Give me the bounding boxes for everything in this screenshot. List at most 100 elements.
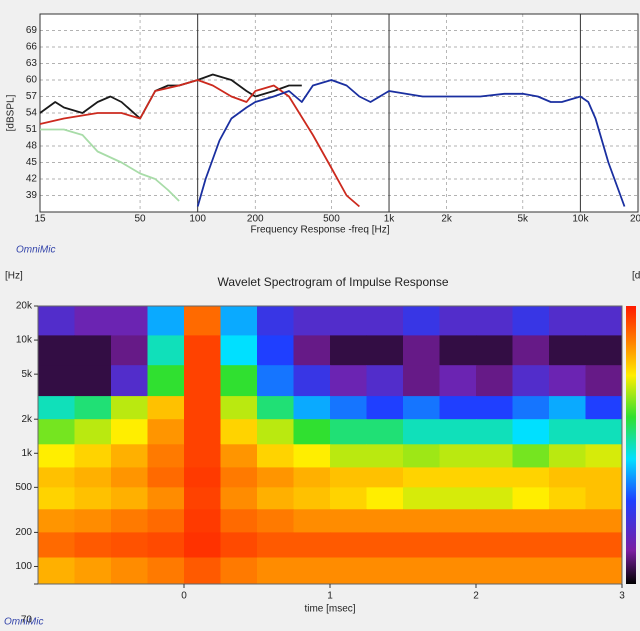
x-axis-label: Frequency Response -freq [Hz] <box>251 225 390 236</box>
heat-cell <box>512 419 550 445</box>
heat-cell <box>257 557 294 585</box>
heat-cell <box>38 467 75 488</box>
x-tick-label: 2k <box>441 214 453 225</box>
heat-cell <box>147 335 185 366</box>
heat-cell <box>585 306 623 336</box>
heat-cell <box>257 444 294 468</box>
x-tick-label: 100 <box>189 214 206 225</box>
heat-cell <box>512 532 550 559</box>
y-tick-label: 60 <box>26 75 38 86</box>
heat-cell <box>74 444 112 468</box>
heat-cell <box>585 487 623 510</box>
heat-cell <box>476 335 513 366</box>
heat-cell <box>366 306 404 336</box>
x-tick-label: 50 <box>134 214 146 225</box>
heat-cell <box>512 335 550 366</box>
heat-cell <box>184 487 221 510</box>
heat-cell <box>38 335 75 366</box>
heat-cell <box>403 419 440 445</box>
heat-cell <box>220 557 258 585</box>
heat-cell <box>549 444 586 468</box>
heat-cell <box>220 396 258 420</box>
heat-cell <box>74 557 112 585</box>
heat-cell <box>293 532 331 559</box>
heat-cell <box>293 419 331 445</box>
heat-cell <box>257 306 294 336</box>
x-tick-label: 15 <box>34 214 46 225</box>
heat-cell <box>293 557 331 585</box>
heat-cell <box>184 396 221 420</box>
heat-cell <box>147 419 185 445</box>
heat-cell <box>74 467 112 488</box>
heat-cell <box>74 335 112 366</box>
heat-cell <box>74 306 112 336</box>
heat-cell <box>403 487 440 510</box>
heat-cell <box>512 509 550 533</box>
heat-cell <box>293 467 331 488</box>
heat-cell <box>366 532 404 559</box>
heat-cell <box>38 306 75 336</box>
heat-cell <box>220 532 258 559</box>
heat-cell <box>366 365 404 397</box>
heat-cell <box>330 396 367 420</box>
heat-cell <box>184 509 221 533</box>
heat-cell <box>293 396 331 420</box>
y-tick-label: 2k <box>21 414 33 425</box>
heat-cell <box>330 444 367 468</box>
heat-cell <box>366 557 404 585</box>
heat-cell <box>366 467 404 488</box>
y-tick-label: 100 <box>15 561 32 572</box>
heat-cell <box>257 487 294 510</box>
heat-cell <box>439 509 477 533</box>
heat-cell <box>38 444 75 468</box>
heat-cell <box>403 532 440 559</box>
heat-cell <box>403 365 440 397</box>
heat-cell <box>585 557 623 585</box>
heat-cell <box>38 419 75 445</box>
heat-cell <box>439 444 477 468</box>
heat-cell <box>585 532 623 559</box>
heat-cell <box>439 419 477 445</box>
y-tick-label: 42 <box>26 174 38 185</box>
heat-cell <box>403 306 440 336</box>
heat-cell <box>512 306 550 336</box>
heat-cell <box>293 444 331 468</box>
heat-cell <box>476 487 513 510</box>
x-tick-label: 500 <box>323 214 340 225</box>
heat-cell <box>184 557 221 585</box>
y-tick-label: 63 <box>26 58 38 69</box>
brand: OmniMic <box>16 245 55 256</box>
series-line <box>196 79 626 207</box>
heat-cell <box>330 306 367 336</box>
heat-cell <box>476 467 513 488</box>
y-tick-label: 10k <box>16 335 33 346</box>
heat-cell <box>330 509 367 533</box>
heat-cell <box>512 467 550 488</box>
heat-cell <box>220 509 258 533</box>
y-tick-label: 45 <box>26 157 38 168</box>
heat-cell <box>220 335 258 366</box>
heat-cell <box>184 444 221 468</box>
heat-cell <box>585 467 623 488</box>
heat-cell <box>111 509 148 533</box>
heat-cell <box>549 509 586 533</box>
heat-cell <box>403 557 440 585</box>
y-tick-label: 39 <box>26 190 38 201</box>
heat-cell <box>549 467 586 488</box>
heat-cell <box>184 335 221 366</box>
heat-cell <box>366 335 404 366</box>
heat-cell <box>111 335 148 366</box>
heat-cell <box>476 396 513 420</box>
heat-cell <box>585 419 623 445</box>
heat-cell <box>184 532 221 559</box>
heat-cell <box>220 467 258 488</box>
heat-cell <box>147 532 185 559</box>
heat-cell <box>111 487 148 510</box>
heat-cell <box>549 306 586 336</box>
heat-cell <box>330 557 367 585</box>
heat-cell <box>220 419 258 445</box>
chart-title: Wavelet Spectrogram of Impulse Response <box>218 275 449 289</box>
heat-cell <box>38 365 75 397</box>
heat-cell <box>38 509 75 533</box>
heat-cell <box>439 335 477 366</box>
